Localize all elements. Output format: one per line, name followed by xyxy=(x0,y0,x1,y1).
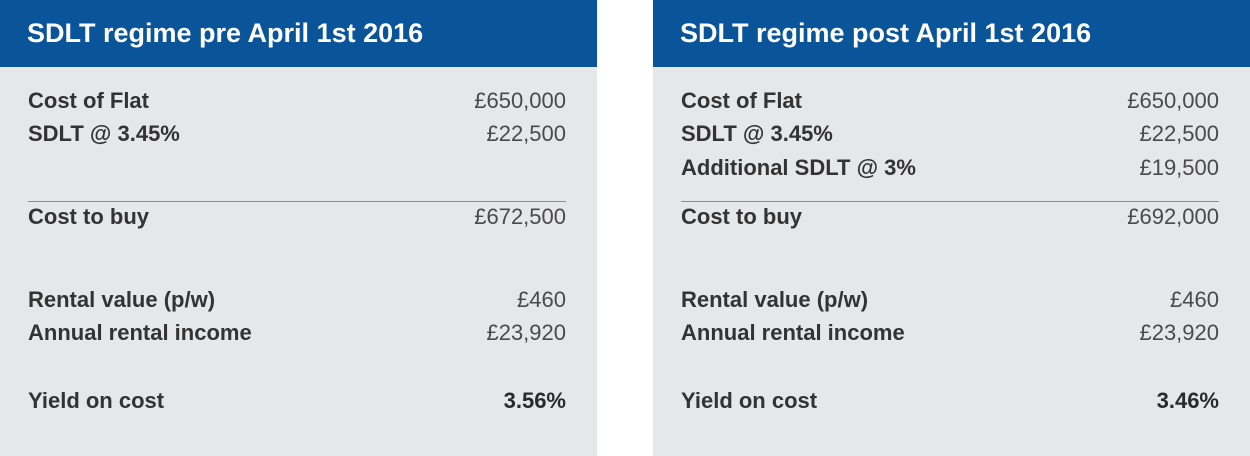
divider xyxy=(28,201,566,202)
table-row-cost-of-flat: Cost of Flat £650,000 xyxy=(681,88,1219,122)
table-row-cost-of-flat: Cost of Flat £650,000 xyxy=(28,88,566,122)
row-value: £22,500 xyxy=(1139,121,1219,146)
row-label: Cost to buy xyxy=(28,204,149,229)
row-label: Rental value (p/w) xyxy=(28,287,216,312)
row-label: Yield on cost xyxy=(28,388,165,413)
row-value: 3.46% xyxy=(1156,388,1219,413)
row-value: £650,000 xyxy=(1127,88,1219,113)
row-value: £460 xyxy=(517,287,566,312)
row-value: £692,000 xyxy=(1127,204,1219,229)
table-row-yield-on-cost: Yield on cost 3.46% xyxy=(681,388,1219,422)
row-value: £23,920 xyxy=(1139,320,1219,345)
table-row-cost-to-buy: Cost to buy £692,000 xyxy=(681,204,1219,238)
table-row-annual-rental-income: Annual rental income £23,920 xyxy=(28,320,566,354)
table-row-annual-rental-income: Annual rental income £23,920 xyxy=(681,320,1219,354)
row-value: £22,500 xyxy=(486,121,566,146)
row-value: £460 xyxy=(1170,287,1219,312)
row-label: Additional SDLT @ 3% xyxy=(681,155,916,180)
table-row-sdlt: SDLT @ 3.45% £22,500 xyxy=(28,121,566,155)
row-value: £672,500 xyxy=(474,204,566,229)
row-label: Cost to buy xyxy=(681,204,802,229)
table-row-rental-value: Rental value (p/w) £460 xyxy=(681,287,1219,321)
sdlt-post-panel: SDLT regime post April 1st 2016 Cost of … xyxy=(653,0,1250,456)
table-row-additional-sdlt: Additional SDLT @ 3% £19,500 xyxy=(681,155,1219,189)
row-label: SDLT @ 3.45% xyxy=(681,121,833,146)
row-label: Annual rental income xyxy=(681,320,905,345)
row-label: Annual rental income xyxy=(28,320,252,345)
row-value: £19,500 xyxy=(1139,155,1219,180)
row-label: Rental value (p/w) xyxy=(681,287,869,312)
table-row-cost-to-buy: Cost to buy £672,500 xyxy=(28,204,566,238)
row-label: Cost of Flat xyxy=(681,88,802,113)
panel-title: SDLT regime pre April 1st 2016 xyxy=(0,0,597,67)
row-value: £23,920 xyxy=(486,320,566,345)
divider xyxy=(681,201,1219,202)
row-label: Cost of Flat xyxy=(28,88,149,113)
row-value: £650,000 xyxy=(474,88,566,113)
table-row-sdlt: SDLT @ 3.45% £22,500 xyxy=(681,121,1219,155)
row-label: SDLT @ 3.45% xyxy=(28,121,180,146)
sdlt-pre-panel: SDLT regime pre April 1st 2016 Cost of F… xyxy=(0,0,597,456)
table-row-yield-on-cost: Yield on cost 3.56% xyxy=(28,388,566,422)
row-value: 3.56% xyxy=(503,388,566,413)
table-row-rental-value: Rental value (p/w) £460 xyxy=(28,287,566,321)
row-label: Yield on cost xyxy=(681,388,818,413)
panel-title: SDLT regime post April 1st 2016 xyxy=(653,0,1250,67)
